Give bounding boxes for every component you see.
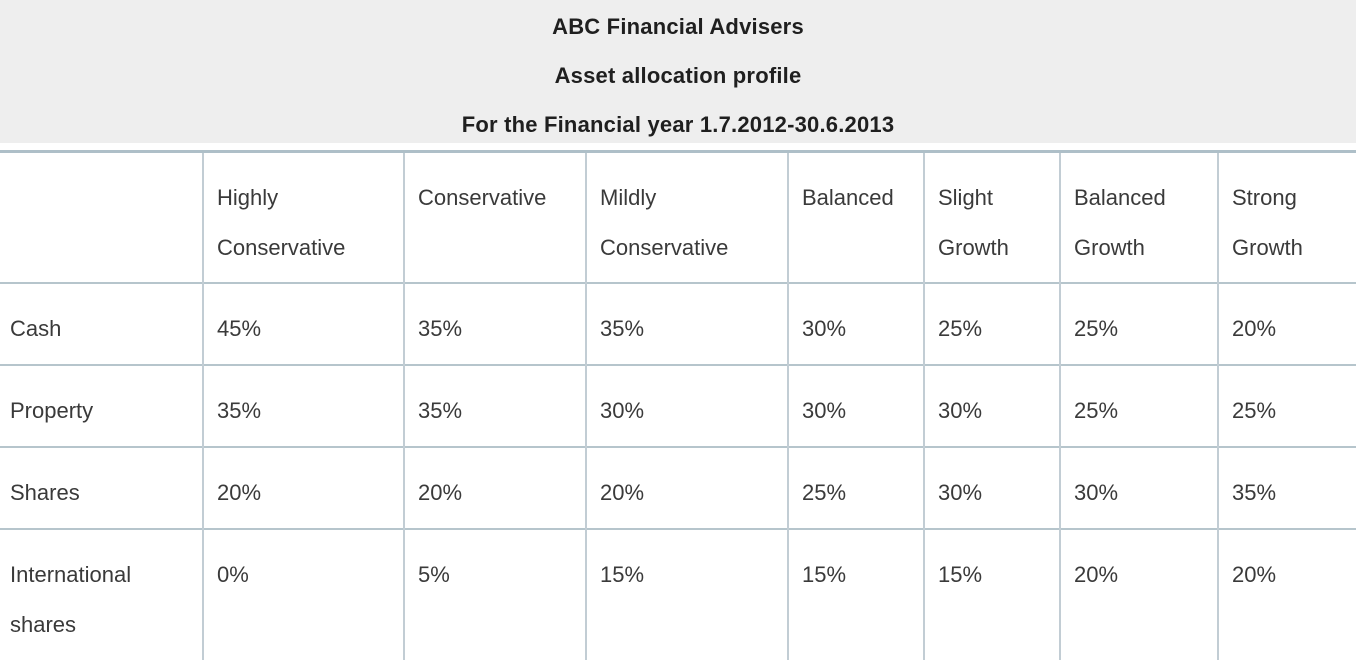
cell-cash-balanced: 30% bbox=[787, 282, 924, 365]
cell-shares-balanced-growth: 30% bbox=[1059, 446, 1218, 529]
cell-shares-highly-conservative: 20% bbox=[202, 446, 404, 529]
report-title: ABC Financial Advisers bbox=[552, 14, 804, 39]
row-label-cash: Cash bbox=[0, 282, 203, 365]
cell-cash-highly-conservative: 45% bbox=[202, 282, 404, 365]
cell-property-mildly-conservative: 30% bbox=[585, 364, 788, 447]
table-row-international-shares: International shares 0% 5% 15% 15% 15% 2… bbox=[0, 528, 1356, 660]
report-subtitle: Asset allocation profile bbox=[554, 63, 802, 88]
cell-property-slight-growth: 30% bbox=[923, 364, 1060, 447]
column-header-balanced: Balanced bbox=[787, 151, 924, 283]
cell-property-strong-growth: 25% bbox=[1217, 364, 1356, 447]
report-period: For the Financial year 1.7.2012-30.6.201… bbox=[461, 112, 895, 137]
cell-intl-shares-balanced: 15% bbox=[787, 528, 924, 660]
column-header-highly-conservative: Highly Conservative bbox=[202, 151, 404, 283]
table-row-property: Property 35% 35% 30% 30% 30% 25% 25% bbox=[0, 364, 1356, 447]
row-label-property: Property bbox=[0, 364, 203, 447]
cell-cash-slight-growth: 25% bbox=[923, 282, 1060, 365]
column-header-slight-growth: Slight Growth bbox=[923, 151, 1060, 283]
row-label-shares: Shares bbox=[0, 446, 203, 529]
cell-property-conservative: 35% bbox=[403, 364, 586, 447]
asset-allocation-table: Highly Conservative Conservative Mildly … bbox=[0, 150, 1356, 660]
cell-shares-conservative: 20% bbox=[403, 446, 586, 529]
cell-shares-strong-growth: 35% bbox=[1217, 446, 1356, 529]
table-row-cash: Cash 45% 35% 35% 30% 25% 25% 20% bbox=[0, 282, 1356, 365]
cell-shares-balanced: 25% bbox=[787, 446, 924, 529]
cell-cash-conservative: 35% bbox=[403, 282, 586, 365]
cell-intl-shares-highly-conservative: 0% bbox=[202, 528, 404, 660]
table-header-row: Highly Conservative Conservative Mildly … bbox=[0, 151, 1356, 284]
column-header-mildly-conservative: Mildly Conservative bbox=[585, 151, 788, 283]
table-row-shares: Shares 20% 20% 20% 25% 30% 30% 35% bbox=[0, 446, 1356, 529]
column-header-balanced-growth: Balanced Growth bbox=[1059, 151, 1218, 283]
cell-property-highly-conservative: 35% bbox=[202, 364, 404, 447]
report-header: ABC Financial Advisers Asset allocation … bbox=[0, 0, 1356, 143]
cell-intl-shares-mildly-conservative: 15% bbox=[585, 528, 788, 660]
cell-cash-strong-growth: 20% bbox=[1217, 282, 1356, 365]
column-header-strong-growth: Strong Growth bbox=[1217, 151, 1356, 283]
cell-intl-shares-slight-growth: 15% bbox=[923, 528, 1060, 660]
cell-intl-shares-strong-growth: 20% bbox=[1217, 528, 1356, 660]
row-label-international-shares: International shares bbox=[0, 528, 203, 660]
cell-cash-mildly-conservative: 35% bbox=[585, 282, 788, 365]
column-header-conservative: Conservative bbox=[403, 151, 586, 283]
column-header-empty bbox=[0, 152, 203, 284]
cell-property-balanced-growth: 25% bbox=[1059, 364, 1218, 447]
cell-shares-slight-growth: 30% bbox=[923, 446, 1060, 529]
cell-cash-balanced-growth: 25% bbox=[1059, 282, 1218, 365]
cell-property-balanced: 30% bbox=[787, 364, 924, 447]
cell-intl-shares-balanced-growth: 20% bbox=[1059, 528, 1218, 660]
cell-shares-mildly-conservative: 20% bbox=[585, 446, 788, 529]
cell-intl-shares-conservative: 5% bbox=[403, 528, 586, 660]
